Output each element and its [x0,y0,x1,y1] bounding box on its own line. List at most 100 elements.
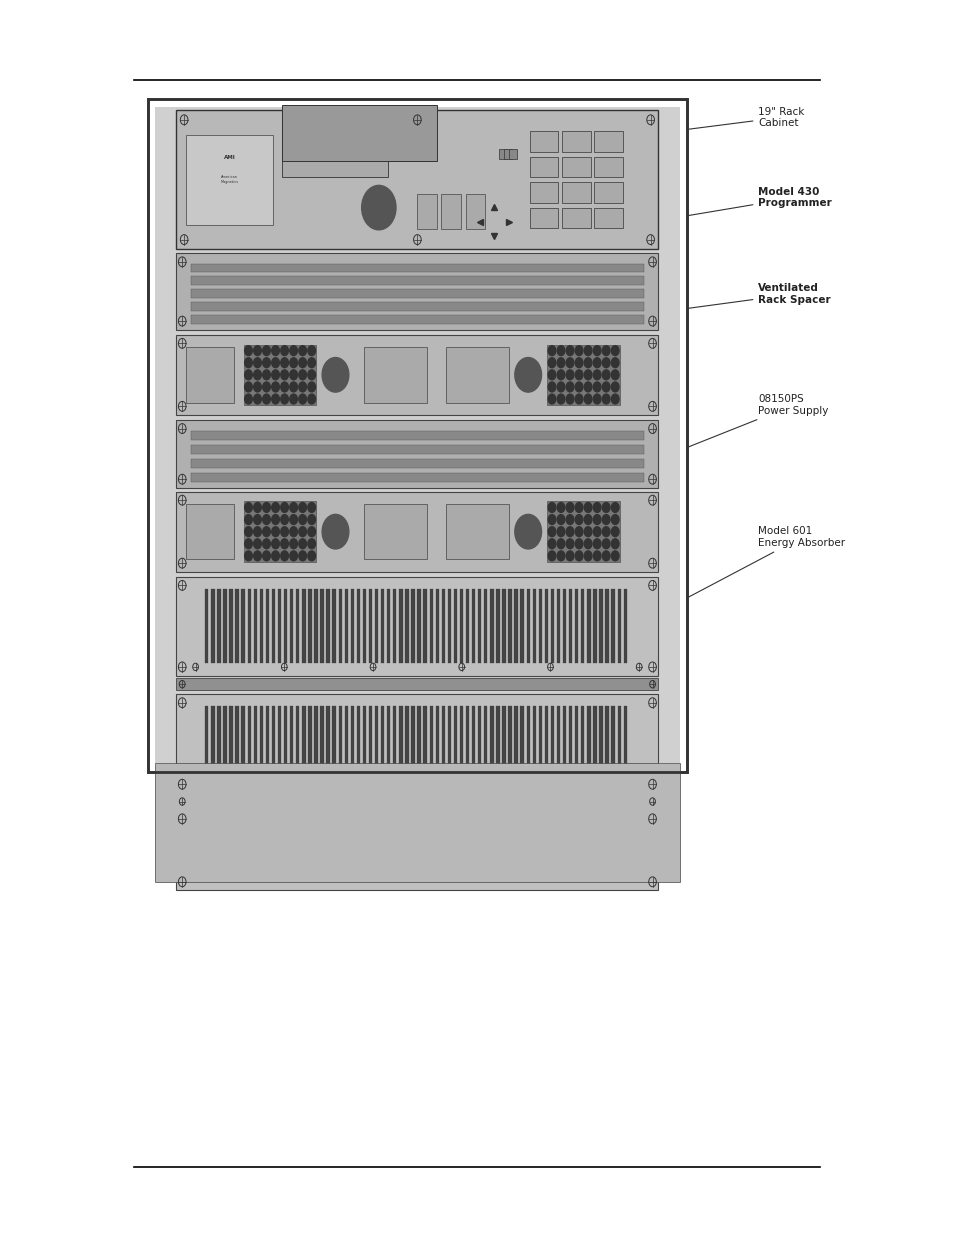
Circle shape [308,358,315,368]
Polygon shape [351,589,354,663]
Polygon shape [501,820,505,881]
Circle shape [298,370,306,380]
Text: American
Magnetics: American Magnetics [220,175,238,184]
Polygon shape [308,589,312,663]
Polygon shape [369,589,372,663]
Circle shape [272,503,279,513]
Polygon shape [362,706,366,781]
Polygon shape [320,706,323,781]
Polygon shape [508,589,511,663]
Polygon shape [441,820,444,881]
Circle shape [601,358,609,368]
Circle shape [593,382,600,391]
Circle shape [601,382,609,391]
Polygon shape [526,589,529,663]
Polygon shape [191,431,643,440]
Circle shape [575,527,582,537]
Polygon shape [284,589,287,663]
Polygon shape [514,589,517,663]
Polygon shape [611,706,614,781]
Polygon shape [617,820,620,881]
Circle shape [593,551,600,561]
Text: 08150PS
Power Supply: 08150PS Power Supply [687,394,828,447]
Circle shape [262,382,270,391]
Circle shape [557,527,564,537]
Polygon shape [191,446,643,454]
Polygon shape [598,820,602,881]
Polygon shape [575,589,578,663]
Circle shape [244,538,252,548]
Polygon shape [393,706,396,781]
Circle shape [272,382,279,391]
Polygon shape [436,820,438,881]
Circle shape [566,515,574,525]
Polygon shape [186,135,273,225]
Polygon shape [436,706,438,781]
Polygon shape [446,504,508,559]
Polygon shape [411,820,415,881]
Circle shape [566,358,574,368]
Polygon shape [326,706,330,781]
Circle shape [244,551,252,561]
Polygon shape [561,157,590,177]
Circle shape [601,515,609,525]
Polygon shape [191,473,643,482]
Polygon shape [326,820,330,881]
Polygon shape [623,706,626,781]
Polygon shape [356,820,359,881]
Polygon shape [398,589,402,663]
Polygon shape [508,149,516,159]
Circle shape [280,346,288,356]
Polygon shape [532,589,536,663]
Polygon shape [593,820,596,881]
Circle shape [253,382,261,391]
Text: Ventilated
Rack Spacer: Ventilated Rack Spacer [687,283,830,309]
Polygon shape [423,589,426,663]
Circle shape [575,515,582,525]
Polygon shape [416,194,436,228]
Circle shape [290,382,297,391]
Polygon shape [380,820,384,881]
Circle shape [272,551,279,561]
Polygon shape [314,589,317,663]
Polygon shape [530,207,558,228]
Circle shape [298,394,306,404]
Polygon shape [332,589,335,663]
Polygon shape [436,589,438,663]
Polygon shape [454,589,456,663]
Polygon shape [186,347,233,403]
Polygon shape [508,820,511,881]
Polygon shape [483,589,487,663]
Polygon shape [594,207,622,228]
Circle shape [611,538,618,548]
Polygon shape [568,706,572,781]
Circle shape [611,515,618,525]
Polygon shape [547,501,619,562]
Circle shape [253,515,261,525]
Circle shape [272,370,279,380]
Polygon shape [259,589,263,663]
Circle shape [290,358,297,368]
Circle shape [298,527,306,537]
Polygon shape [338,589,341,663]
Polygon shape [387,589,390,663]
Polygon shape [501,706,505,781]
Circle shape [515,515,541,550]
Circle shape [593,358,600,368]
Polygon shape [253,820,256,881]
Circle shape [308,382,315,391]
Polygon shape [538,820,541,881]
Polygon shape [380,589,384,663]
Circle shape [262,394,270,404]
Polygon shape [441,589,444,663]
Circle shape [593,503,600,513]
Polygon shape [490,589,493,663]
Circle shape [280,538,288,548]
Circle shape [593,370,600,380]
Polygon shape [562,820,566,881]
Polygon shape [176,420,658,488]
Polygon shape [229,706,233,781]
Circle shape [566,538,574,548]
Polygon shape [272,820,274,881]
Circle shape [601,527,609,537]
